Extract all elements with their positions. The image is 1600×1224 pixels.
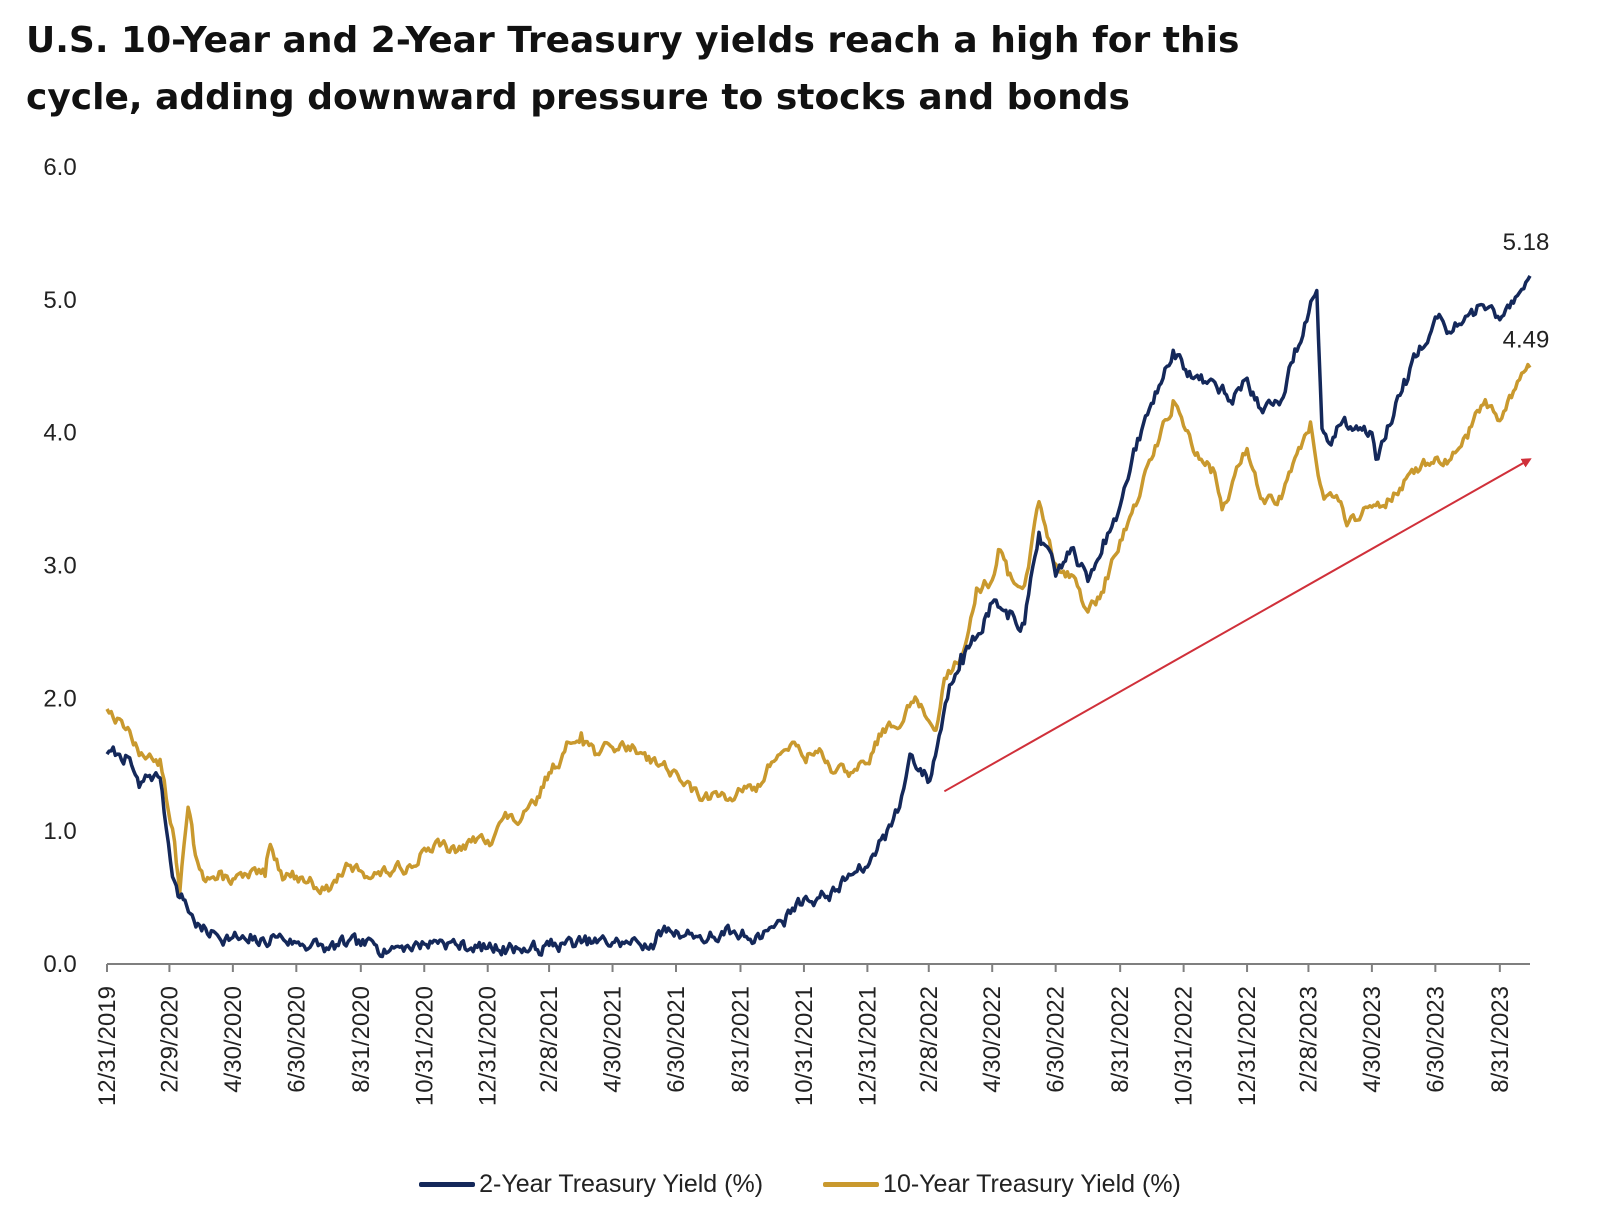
legend-label-2-year: 2-Year Treasury Yield (%) (479, 1169, 764, 1198)
legend-item-10-year: 10-Year Treasury Yield (%) (823, 1170, 1181, 1199)
y-tick-label: 1.0 (43, 818, 76, 845)
chart-title-line-1: U.S. 10-Year and 2-Year Treasury yields … (26, 20, 1240, 61)
end-label-2-year: 5.18 (1503, 229, 1550, 256)
legend-item-2-year: 2-Year Treasury Yield (%) (419, 1170, 763, 1199)
y-tick-label: 3.0 (43, 553, 76, 580)
x-tick-label: 8/31/2021 (727, 986, 754, 1093)
x-tick-label: 2/29/2020 (156, 986, 183, 1093)
chart-title: U.S. 10-Year and 2-Year Treasury yields … (26, 12, 1566, 126)
x-tick-label: 8/31/2020 (348, 986, 375, 1093)
x-tick-label: 2/28/2021 (536, 986, 563, 1093)
y-axis-ticks: 0.0 1.0 2.0 3.0 4.0 5.0 6.0 (43, 154, 76, 978)
y-tick-label: 2.0 (43, 685, 76, 712)
x-axis-ticks: 12/31/2019 2/29/2020 4/30/2020 6/30/2020 8/3… (94, 964, 1514, 1106)
x-tick-label: 6/30/2021 (663, 986, 690, 1093)
x-tick-label: 6/30/2020 (283, 986, 310, 1093)
x-tick-label: 4/30/2023 (1359, 986, 1386, 1093)
trend-arrow (943, 458, 1532, 793)
x-tick-label: 10/31/2020 (411, 986, 438, 1106)
x-tick-label: 12/31/2019 (94, 986, 121, 1106)
x-tick-label: 10/31/2022 (1171, 986, 1198, 1106)
x-tick-label: 6/30/2022 (1043, 986, 1070, 1093)
x-tick-label: 4/30/2020 (220, 986, 247, 1093)
series-lines (105, 275, 1532, 959)
y-tick-label: 4.0 (43, 420, 76, 447)
x-tick-label: 4/30/2021 (600, 986, 627, 1093)
x-tick-label: 12/31/2021 (854, 986, 881, 1106)
x-tick-label: 12/31/2022 (1234, 986, 1261, 1106)
legend-label-10-year: 10-Year Treasury Yield (%) (883, 1169, 1181, 1198)
y-tick-label: 5.0 (43, 287, 76, 314)
series-line-2-year (105, 275, 1532, 959)
series-line-10-year (105, 362, 1532, 896)
y-tick-label: 0.0 (43, 951, 76, 978)
end-label-10-year: 4.49 (1503, 327, 1550, 354)
legend-swatch-2-year (419, 1181, 476, 1187)
x-tick-label: 4/30/2022 (979, 986, 1006, 1093)
end-labels: 5.18 4.49 (1503, 229, 1550, 354)
chart-title-line-2: cycle, adding downward pressure to stock… (26, 77, 1130, 118)
x-tick-label: 12/31/2020 (475, 986, 502, 1106)
x-tick-label: 2/28/2022 (916, 986, 943, 1093)
x-tick-label: 10/31/2021 (791, 986, 818, 1106)
legend: 2-Year Treasury Yield (%) 10-Year Treasu… (0, 1166, 1600, 1202)
x-tick-label: 2/28/2023 (1295, 986, 1322, 1093)
x-tick-label: 8/31/2023 (1487, 986, 1514, 1093)
x-tick-label: 6/30/2023 (1422, 986, 1449, 1093)
x-tick-label: 8/31/2022 (1107, 986, 1134, 1093)
legend-swatch-10-year (823, 1181, 880, 1187)
y-tick-label: 6.0 (43, 154, 76, 181)
